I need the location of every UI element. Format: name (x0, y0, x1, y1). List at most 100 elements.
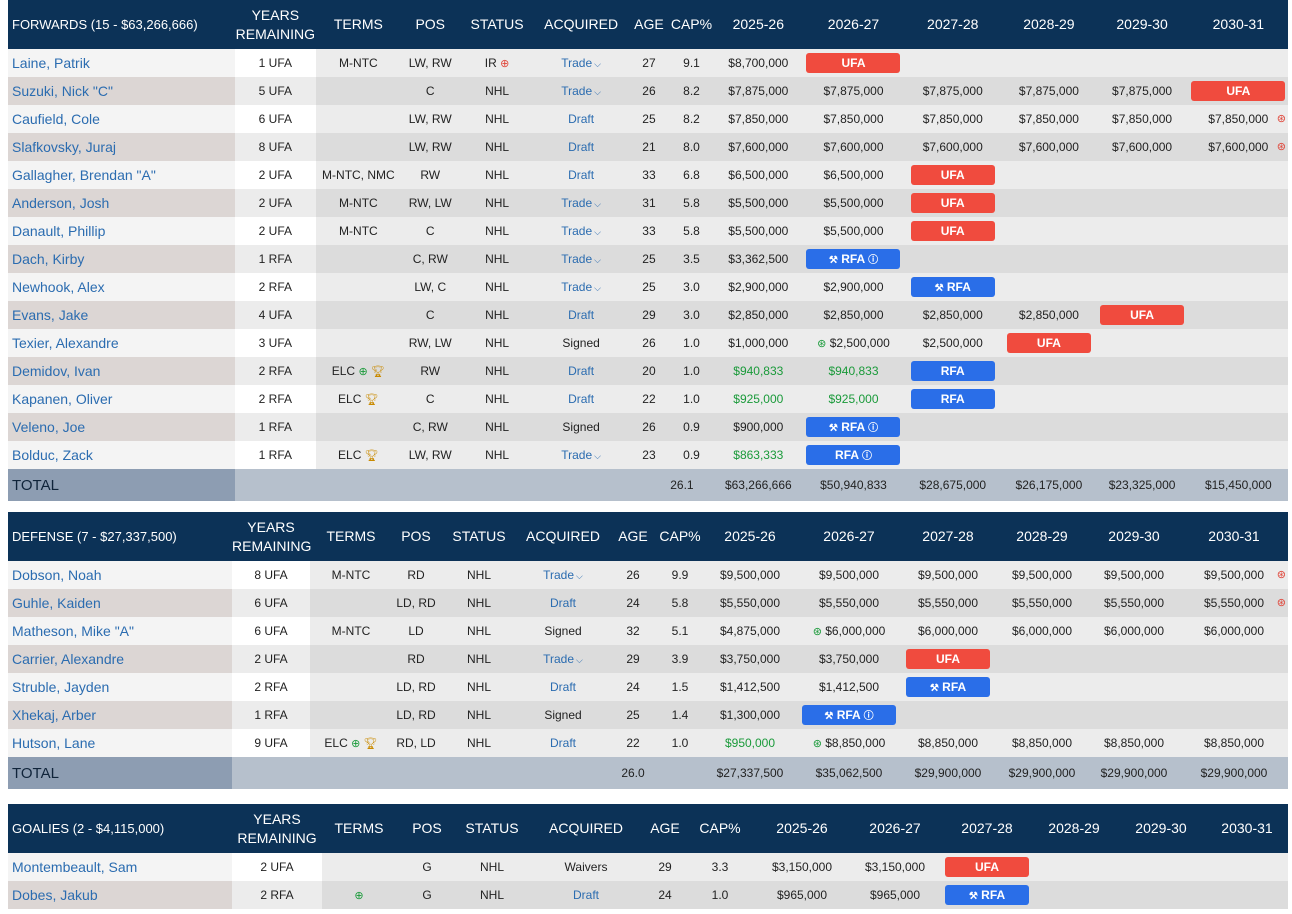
circle-arrow-right-icon[interactable]: ⊛ (812, 738, 822, 750)
acquired[interactable]: Trade ⌵ (534, 441, 628, 469)
col-status[interactable]: STATUS (459, 0, 535, 49)
chevron-down-icon[interactable]: ⌵ (594, 59, 601, 69)
col-season[interactable]: 2030-31 (1206, 804, 1288, 853)
col-years[interactable]: YEARS REMAINING (232, 512, 311, 561)
ufa-badge[interactable]: UFA (910, 193, 995, 213)
player-name-link[interactable]: Slafkovsky, Juraj (8, 133, 235, 161)
acquired-link[interactable]: Draft (568, 364, 595, 378)
circle-arrow-right-icon[interactable]: ⊛ (1276, 597, 1286, 609)
rfa-badge[interactable]: ⚒ RFA (906, 677, 990, 697)
acquired-link[interactable]: Draft (549, 680, 576, 694)
acquired-link[interactable]: Trade (561, 196, 593, 210)
col-pos[interactable]: POS (396, 804, 458, 853)
col-season[interactable]: 2030-31 (1180, 512, 1288, 561)
chevron-down-icon[interactable]: ⌵ (576, 655, 583, 665)
col-pos[interactable]: POS (400, 0, 460, 49)
ufa-badge[interactable]: UFA (1006, 333, 1091, 353)
player-name-link[interactable]: Laine, Patrik (8, 49, 235, 77)
col-acquired[interactable]: ACQUIRED (534, 0, 628, 49)
circle-arrow-right-icon[interactable]: ⊕ (351, 738, 361, 750)
acquired-link[interactable]: Trade (561, 280, 593, 294)
acquired[interactable]: Draft (534, 161, 628, 189)
acquired[interactable]: Trade ⌵ (534, 49, 628, 77)
acquired[interactable]: Draft (534, 357, 628, 385)
chevron-down-icon[interactable]: ⌵ (594, 255, 601, 265)
player-name-link[interactable]: Carrier, Alexandre (8, 645, 232, 673)
rfa-badge[interactable]: RFA ⓘ (806, 445, 901, 465)
col-cap[interactable]: CAP% (658, 512, 702, 561)
acquired-link[interactable]: Trade (543, 652, 575, 666)
player-name-link[interactable]: Bolduc, Zack (8, 441, 235, 469)
acquired[interactable]: Trade ⌵ (534, 245, 628, 273)
acquired-link[interactable]: Draft (549, 736, 576, 750)
chevron-down-icon[interactable]: ⌵ (594, 451, 601, 461)
circle-arrow-right-icon[interactable]: ⊛ (1276, 569, 1286, 581)
acquired-link[interactable]: Draft (572, 888, 599, 902)
rfa-badge[interactable]: RFA (910, 389, 995, 409)
col-season[interactable]: 2029-30 (1095, 0, 1189, 49)
col-terms[interactable]: TERMS (315, 0, 401, 49)
ufa-badge[interactable]: UFA (910, 165, 995, 185)
col-terms[interactable]: TERMS (322, 804, 396, 853)
rfa-badge[interactable]: RFA (910, 361, 995, 381)
col-years[interactable]: YEARS REMAINING (232, 804, 322, 853)
acquired-link[interactable]: Draft (568, 392, 595, 406)
info-icon[interactable]: ⓘ (861, 451, 872, 462)
ufa-badge[interactable]: UFA (945, 857, 1029, 877)
acquired-link[interactable]: Trade (561, 252, 593, 266)
player-name-link[interactable]: Newhook, Alex (8, 273, 235, 301)
rfa-badge[interactable]: ⚒ RFA ⓘ (806, 417, 901, 437)
player-name-link[interactable]: Caufield, Cole (8, 105, 235, 133)
player-name-link[interactable]: Suzuki, Nick "C" (8, 77, 235, 105)
ufa-badge[interactable]: UFA (910, 221, 995, 241)
acquired[interactable]: Trade ⌵ (518, 645, 608, 673)
acquired[interactable]: Trade ⌵ (534, 273, 628, 301)
col-season[interactable]: 2029-30 (1116, 804, 1206, 853)
acquired-link[interactable]: Trade (561, 448, 593, 462)
col-season[interactable]: 2025-26 (702, 512, 798, 561)
col-season[interactable]: 2028-29 (1032, 804, 1116, 853)
acquired[interactable]: Draft (534, 385, 628, 413)
col-season[interactable]: 2026-27 (798, 512, 900, 561)
player-name-link[interactable]: Hutson, Lane (8, 729, 232, 757)
chevron-down-icon[interactable]: ⌵ (594, 87, 601, 97)
acquired[interactable]: Draft (534, 301, 628, 329)
ufa-badge[interactable]: UFA (1100, 305, 1185, 325)
col-status[interactable]: STATUS (458, 804, 526, 853)
player-name-link[interactable]: Anderson, Josh (8, 189, 235, 217)
col-age[interactable]: AGE (646, 804, 684, 853)
rfa-badge[interactable]: ⚒ RFA ⓘ (802, 705, 896, 725)
acquired-link[interactable]: Trade (561, 224, 593, 238)
col-years[interactable]: YEARS REMAINING (234, 0, 316, 49)
acquired-link[interactable]: Trade (543, 568, 575, 582)
info-icon[interactable]: ⓘ (863, 711, 874, 722)
info-icon[interactable]: ⓘ (868, 255, 879, 266)
acquired[interactable]: Trade ⌵ (518, 561, 608, 589)
player-name-link[interactable]: Veleno, Joe (8, 413, 235, 441)
player-name-link[interactable]: Dobes, Jakub (8, 881, 232, 909)
circle-arrow-right-icon[interactable]: ⊛ (812, 626, 822, 638)
player-name-link[interactable]: Matheson, Mike "A" (8, 617, 232, 645)
acquired-link[interactable]: Draft (549, 596, 576, 610)
col-acquired[interactable]: ACQUIRED (526, 804, 646, 853)
ufa-badge[interactable]: UFA (806, 53, 901, 73)
chevron-down-icon[interactable]: ⌵ (594, 283, 601, 293)
col-cap[interactable]: CAP% (684, 804, 756, 853)
player-name-link[interactable]: Danault, Phillip (8, 217, 235, 245)
ufa-badge[interactable]: UFA (1191, 81, 1286, 101)
rfa-badge[interactable]: ⚒ RFA (945, 885, 1029, 905)
player-name-link[interactable]: Montembeault, Sam (8, 853, 232, 881)
acquired[interactable]: Draft (534, 133, 628, 161)
col-season[interactable]: 2027-28 (903, 0, 1003, 49)
acquired-link[interactable]: Draft (568, 168, 595, 182)
col-season[interactable]: 2028-29 (1002, 0, 1096, 49)
circle-arrow-right-icon[interactable]: ⊕ (354, 890, 364, 902)
player-name-link[interactable]: Evans, Jake (8, 301, 235, 329)
player-name-link[interactable]: Demidov, Ivan (8, 357, 235, 385)
player-name-link[interactable]: Guhle, Kaiden (8, 589, 232, 617)
col-season[interactable]: 2027-28 (942, 804, 1032, 853)
info-icon[interactable]: ⓘ (868, 423, 879, 434)
col-season[interactable]: 2026-27 (803, 0, 904, 49)
acquired[interactable]: Trade ⌵ (534, 189, 628, 217)
col-acquired[interactable]: ACQUIRED (518, 512, 608, 561)
